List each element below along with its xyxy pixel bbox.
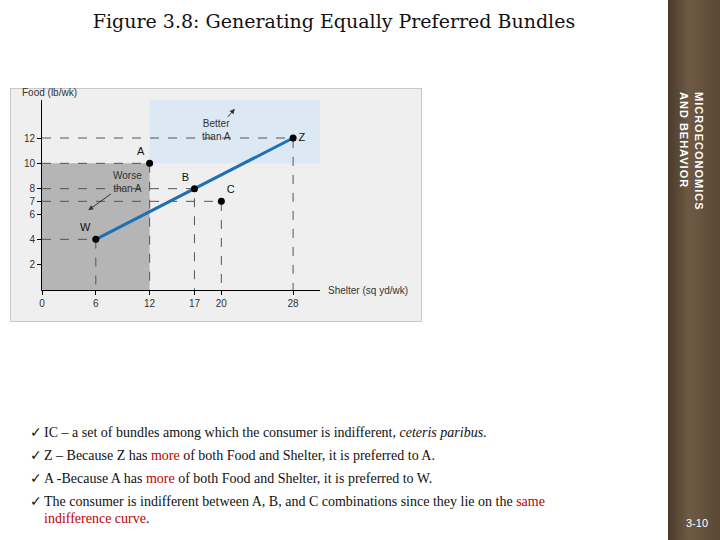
svg-text:Z: Z — [298, 131, 305, 143]
html-text:✓ The consumer is indifferent: ✓ The consumer is indifferent between A,… — [30, 494, 545, 526]
svg-text:C: C — [227, 183, 235, 195]
svg-text:A: A — [137, 145, 145, 157]
svg-text:8: 8 — [29, 183, 35, 194]
svg-text:20: 20 — [216, 298, 228, 309]
svg-text:2: 2 — [29, 259, 35, 270]
svg-text:4: 4 — [29, 234, 35, 245]
svg-text:6: 6 — [93, 298, 99, 309]
svg-text:B: B — [182, 171, 189, 183]
html-text:✓ Z – Because Z has more of bo: ✓ Z – Because Z has more of both Food an… — [30, 448, 435, 463]
svg-text:6: 6 — [29, 209, 35, 220]
svg-text:12: 12 — [144, 298, 156, 309]
svg-text:10: 10 — [24, 158, 36, 169]
svg-text:12: 12 — [24, 133, 36, 144]
svg-text:28: 28 — [288, 298, 300, 309]
svg-text:Food (lb/wk): Food (lb/wk) — [22, 87, 77, 98]
svg-text:7: 7 — [29, 196, 35, 207]
html-text:3-10: 3-10 — [686, 517, 708, 529]
svg-text:Shelter (sq yd/wk): Shelter (sq yd/wk) — [328, 285, 408, 296]
svg-text:Betterthan A: Betterthan A — [202, 118, 231, 142]
svg-text:W: W — [80, 221, 91, 233]
html-text:Figure 3.8: Generating Equally: Figure 3.8: Generating Equally Preferred… — [92, 10, 576, 32]
html-text:✓ A -Because A has more of bot: ✓ A -Because A has more of both Food and… — [30, 471, 433, 486]
html-text:✓ IC – a set of bundles among: ✓ IC – a set of bundles among which the … — [30, 425, 487, 440]
html-text:AND BEHAVIOR: AND BEHAVIOR — [678, 92, 690, 189]
svg-text:17: 17 — [189, 298, 201, 309]
svg-text:Worsethan A: Worsethan A — [113, 170, 142, 194]
svg-text:0: 0 — [39, 298, 45, 309]
html-text:MICROECONOMICS: MICROECONOMICS — [693, 92, 705, 211]
